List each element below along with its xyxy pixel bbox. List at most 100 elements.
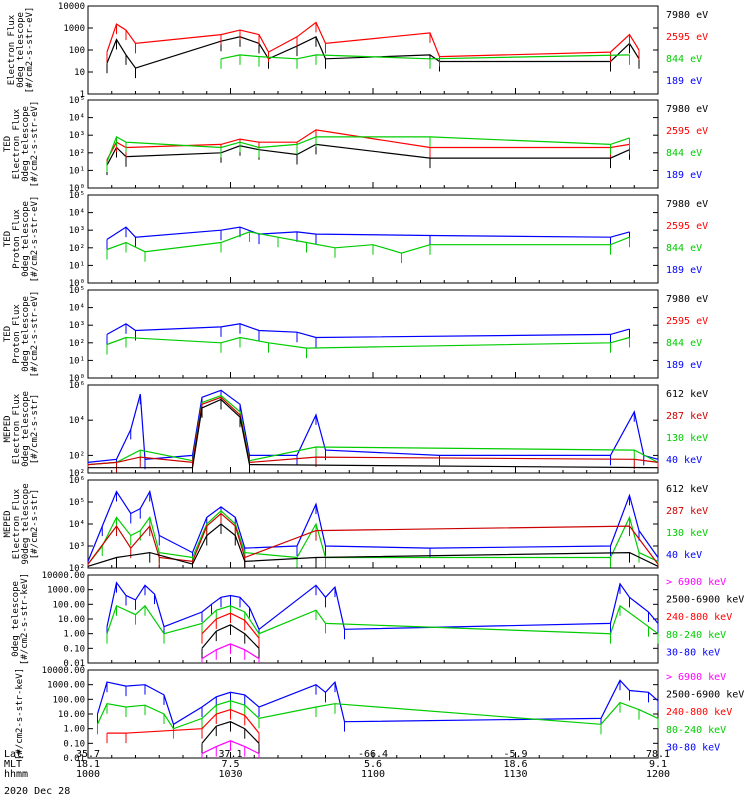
panel-5-ytick-label: 10³ bbox=[69, 542, 85, 552]
panel-5-series-287-kev bbox=[87, 512, 659, 565]
panel-6-frame bbox=[87, 574, 659, 664]
panel-0-ylabel: [#/cm2-s-str-eV] bbox=[25, 7, 35, 94]
panel-3-ytick-label: 10² bbox=[69, 339, 85, 349]
panel-0-ytick-label: 10000 bbox=[58, 2, 85, 12]
panel-4-ytick-label: 10² bbox=[69, 469, 85, 479]
xaxis-mlt-value: 9.1 bbox=[649, 759, 667, 770]
panel-6-ylabel: [#/cm2-s-str-keV] bbox=[20, 573, 30, 665]
panel-4-ytick-label: 10⁴ bbox=[69, 416, 85, 426]
panel-6-legend-entry: 30-80 keV bbox=[666, 647, 720, 658]
panel-1-series-2595-ev bbox=[106, 129, 630, 161]
panel-7-series-240-800-kev bbox=[107, 708, 260, 734]
panel-7-legend-entry: > 6900 keV bbox=[666, 672, 726, 683]
panel-7-ytick-label: 0.10 bbox=[63, 739, 85, 749]
panel-3-legend-entry: 844 eV bbox=[666, 338, 702, 349]
panel-2-ylabel: TED bbox=[3, 231, 13, 247]
panel-5-legend-entry: 287 keV bbox=[666, 506, 708, 517]
panel-3-frame bbox=[87, 289, 659, 379]
xaxis-mlt-value: 18.6 bbox=[503, 759, 527, 770]
xaxis-row-label: Lat bbox=[4, 749, 22, 760]
panel-1-series-844-ev bbox=[106, 136, 630, 163]
panel-1-ylabel: [#/cm2-s-str-eV] bbox=[30, 101, 40, 188]
panel-1-legend-entry: 2595 eV bbox=[666, 126, 708, 137]
xaxis-hhmm-value: 1130 bbox=[503, 769, 527, 780]
panel-2-ytick-label: 10¹ bbox=[69, 261, 85, 271]
panel-3-ylabel: 0deg telescope bbox=[21, 296, 31, 372]
panel-0-legend-entry: 189 eV bbox=[666, 76, 702, 87]
panel-6-series--6900-kev bbox=[201, 643, 260, 660]
panel-7-series-80-240-kev bbox=[96, 700, 659, 730]
panel-2-frame bbox=[87, 194, 659, 284]
panel-4-legend-entry: 40 keV bbox=[666, 455, 702, 466]
panel-7-ylabel: [#/cm2-s-str-keV] bbox=[15, 668, 25, 760]
xaxis-lat-value: 78.1 bbox=[646, 749, 670, 760]
panel-6-ytick-label: 10.00 bbox=[58, 615, 85, 625]
panel-4-frame bbox=[87, 384, 659, 474]
panel-4-legend-entry: 287 keV bbox=[666, 411, 708, 422]
panel-7-legend-entry: 80-240 keV bbox=[666, 725, 726, 736]
panel-0-ylabel: 0deg telescope bbox=[16, 12, 26, 88]
xaxis-hhmm-value: 1030 bbox=[218, 769, 242, 780]
panel-6-legend-entry: 240-800 keV bbox=[666, 612, 732, 623]
panel-1-ytick-label: 10⁵ bbox=[69, 96, 85, 106]
panel-0-ylabel: Electron Flux bbox=[7, 14, 17, 85]
panel-4-series-130-kev bbox=[87, 394, 659, 466]
panel-0-legend-entry: 7980 eV bbox=[666, 10, 708, 21]
xaxis-lat-value: -66.4 bbox=[358, 749, 388, 760]
xaxis-lat-value: -5.9 bbox=[503, 749, 527, 760]
panel-6-series-2500-6900-kev bbox=[201, 624, 260, 649]
panel-6-ytick-label: 1000.00 bbox=[47, 586, 85, 596]
xaxis-row-label: MLT bbox=[4, 759, 22, 770]
panel-4-legend-entry: 130 keV bbox=[666, 433, 708, 444]
panel-1-legend-entry: 844 eV bbox=[666, 148, 702, 159]
panel-5-ylabel: Electron Flux bbox=[12, 488, 22, 559]
panel-7-ytick-label: 100.00 bbox=[52, 695, 85, 705]
panel-4-series-40-kev bbox=[87, 389, 659, 463]
panel-7-ytick-label: 0.01 bbox=[63, 754, 85, 764]
panel-4-ylabel: Electron Flux bbox=[12, 393, 22, 464]
panel-7-ytick-label: 1000.00 bbox=[47, 681, 85, 691]
panel-7-ytick-label: 10000.00 bbox=[42, 666, 85, 676]
panel-6-series-30-80-kev bbox=[106, 581, 659, 631]
panel-7-legend-entry: 30-80 keV bbox=[666, 742, 720, 753]
panel-0-ytick-label: 100 bbox=[69, 46, 85, 56]
panel-2-legend-entry: 189 eV bbox=[666, 265, 702, 276]
panel-5-legend-entry: 130 keV bbox=[666, 528, 708, 539]
panel-7-frame bbox=[87, 669, 659, 759]
panel-3-legend-entry: 7980 eV bbox=[666, 294, 708, 305]
panel-2-series-844-ev bbox=[106, 231, 630, 254]
panel-0-frame bbox=[87, 5, 659, 95]
panel-4-ylabel: MEPED bbox=[3, 415, 13, 442]
panel-0-legend-entry: 844 eV bbox=[666, 54, 702, 65]
panel-1-frame bbox=[87, 99, 659, 189]
panel-2-ytick-label: 10⁰ bbox=[69, 279, 85, 289]
panel-0-series-2595-ev bbox=[106, 21, 640, 58]
panel-5-series-40-kev bbox=[87, 489, 659, 562]
panel-0-series-7980-ev bbox=[106, 35, 640, 69]
panel-1-ytick-label: 10⁰ bbox=[69, 184, 85, 194]
panel-4-legend-entry: 612 keV bbox=[666, 389, 708, 400]
panel-5-ytick-label: 10⁵ bbox=[69, 498, 85, 508]
panel-2-ytick-label: 10³ bbox=[69, 226, 85, 236]
panel-6-ytick-label: 100.00 bbox=[52, 600, 85, 610]
panel-5-ytick-label: 10⁶ bbox=[69, 476, 85, 486]
panel-6-ytick-label: 0.10 bbox=[63, 644, 85, 654]
panel-3-series-189-ev bbox=[106, 323, 630, 339]
panel-6-ylabel: 0deg telescope bbox=[11, 581, 21, 657]
panel-4-ytick-label: 10² bbox=[69, 451, 85, 461]
panel-4-series-612-kev bbox=[88, 398, 659, 469]
panel-1-ylabel: 0deg telescope bbox=[21, 106, 31, 182]
panel-4-ylabel: [#/cm2-s-str] bbox=[30, 394, 40, 464]
panel-0-ytick-label: 1 bbox=[80, 90, 85, 100]
panel-5-ylabel: 90deg telescope bbox=[21, 483, 31, 564]
panel-1-ylabel: Electron Flux bbox=[12, 108, 22, 179]
panel-1-ytick-label: 10⁴ bbox=[69, 114, 85, 124]
panel-5-ytick-label: 10⁴ bbox=[69, 520, 85, 530]
panel-2-ylabel: [#/cm2-s-str-eV] bbox=[30, 196, 40, 283]
panel-3-legend-entry: 189 eV bbox=[666, 360, 702, 371]
panel-3-ylabel: TED bbox=[3, 326, 13, 342]
panel-2-legend-entry: 2595 eV bbox=[666, 221, 708, 232]
xaxis-row-label: hhmm bbox=[4, 769, 28, 780]
panel-1-ytick-label: 10² bbox=[69, 149, 85, 159]
